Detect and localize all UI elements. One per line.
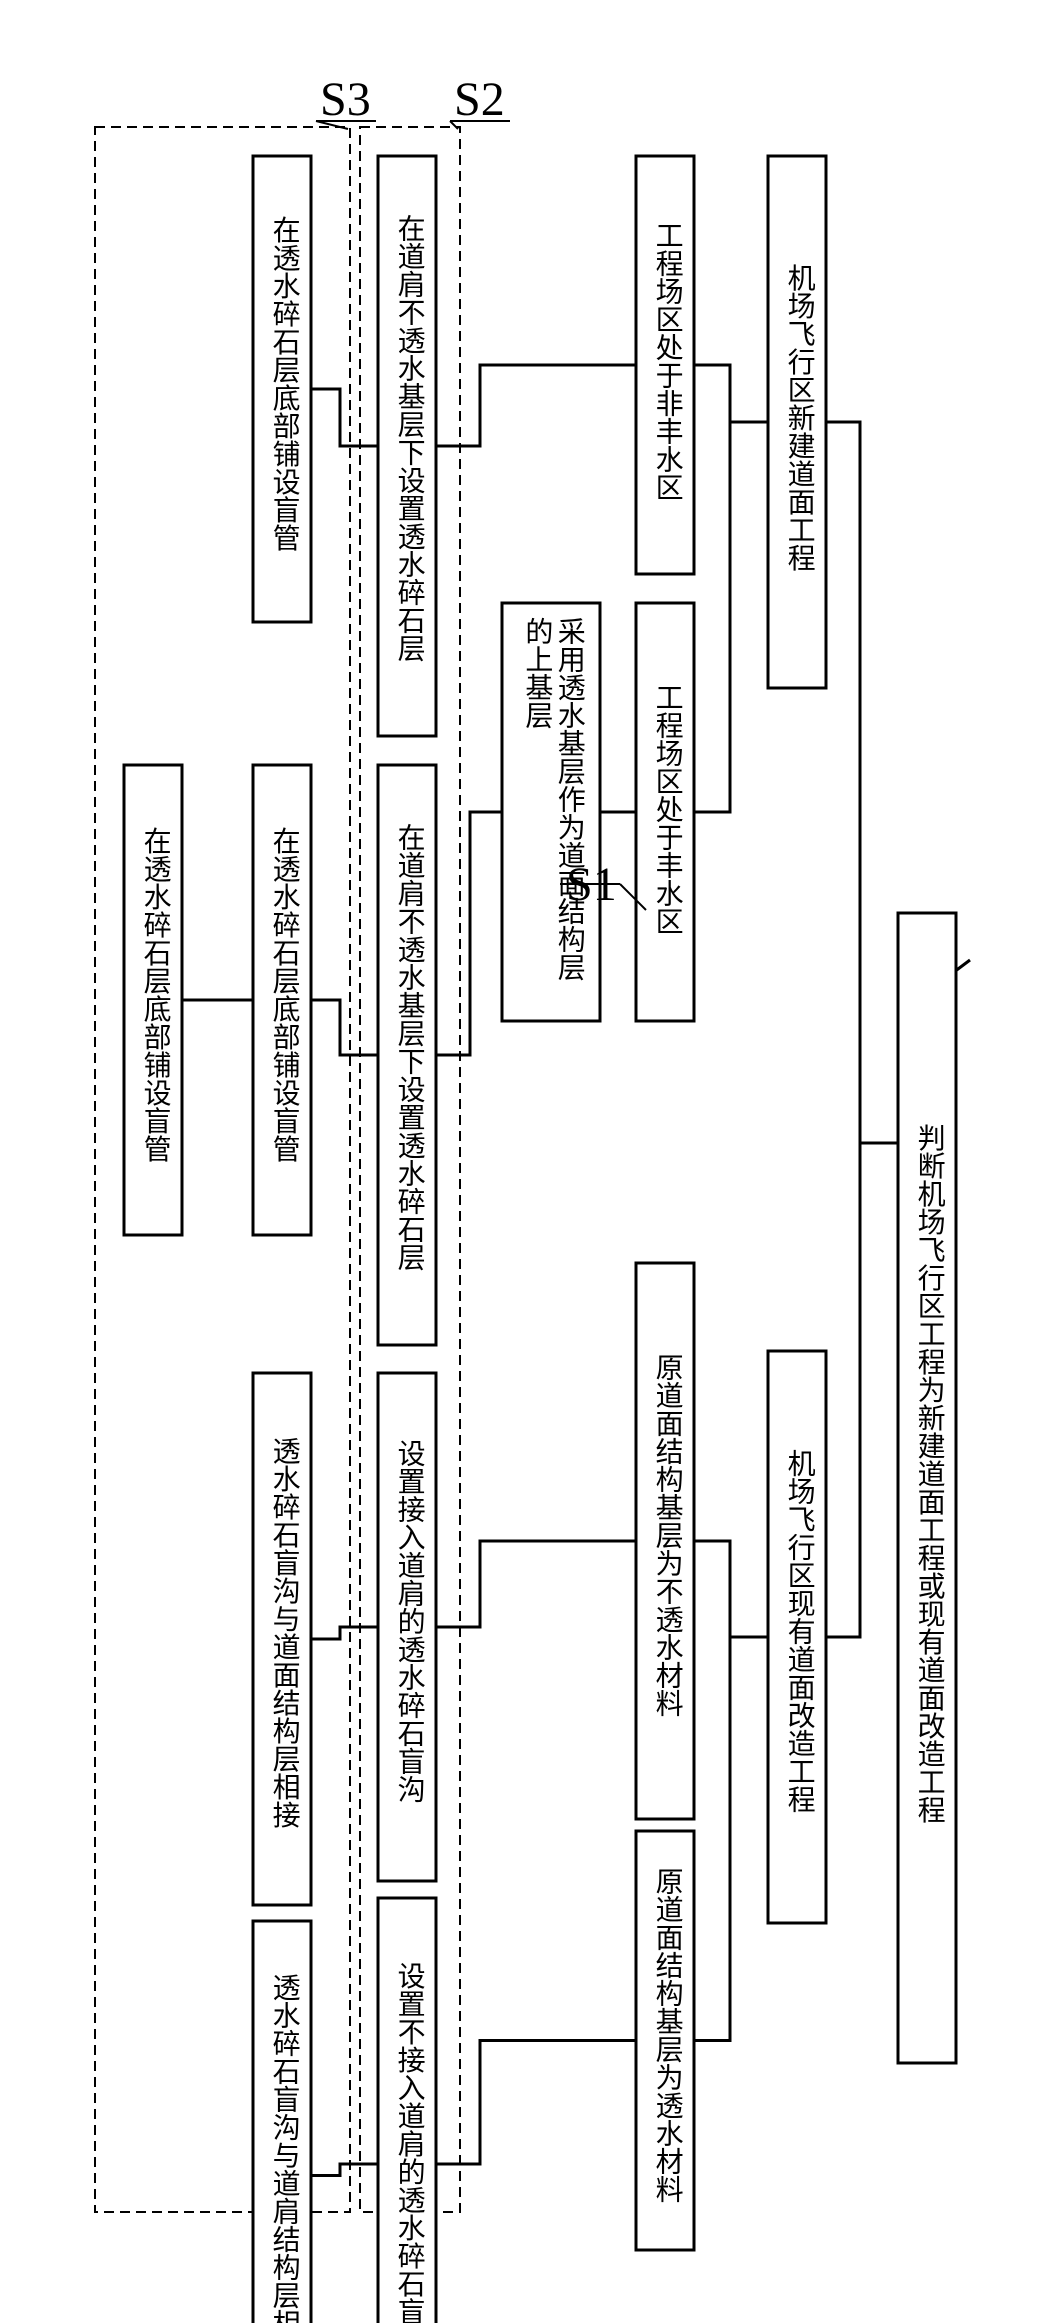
flowchart-canvas: 判断机场飞行区工程为新建道面工程或现有道面改造工程 机场飞行区新建道面工程机场飞行… xyxy=(0,0,1040,2323)
node-label-L1a: 在道肩不透水基层下设置透水碎石层 xyxy=(394,213,426,661)
node-label-L2: 工程场区处于丰水区 xyxy=(652,683,684,935)
stage-label-S3: S3 xyxy=(320,73,371,126)
node-label-root: 判断机场飞行区工程为新建道面工程或现有道面改造工程 xyxy=(914,1123,946,1823)
node-label-L1: 工程场区处于非丰水区 xyxy=(652,221,684,501)
node-label-L: 机场飞行区新建道面工程 xyxy=(784,263,816,571)
node-label-R1b: 透水碎石盲沟与道面结构层相接 xyxy=(269,1436,301,1828)
node-label-L2c: 在透水碎石层底部铺设盲管 xyxy=(140,826,172,1162)
node-label-R: 机场飞行区现有道面改造工程 xyxy=(784,1448,816,1812)
node-label-R1: 原道面结构基层为不透水材料 xyxy=(652,1353,684,1717)
node-label-L2a: 在道肩不透水基层下设置透水碎石层 xyxy=(394,822,426,1270)
node-label-R2: 原道面结构基层为透水材料 xyxy=(652,1867,684,2203)
node-label-R1a: 设置接入道肩的透水碎石盲沟 xyxy=(394,1439,426,1803)
node-label-R2a: 设置不接入道肩的透水碎石盲沟 xyxy=(394,1961,426,2323)
node-label-L1b: 在透水碎石层底部铺设盲管 xyxy=(269,215,301,551)
node-label-R2b: 透水碎石盲沟与道肩结构层相接 xyxy=(269,1973,301,2323)
node-label-L2b: 在透水碎石层底部铺设盲管 xyxy=(269,826,301,1162)
stage-label-S1: S1 xyxy=(566,858,617,911)
stage-label-S2: S2 xyxy=(454,73,505,126)
